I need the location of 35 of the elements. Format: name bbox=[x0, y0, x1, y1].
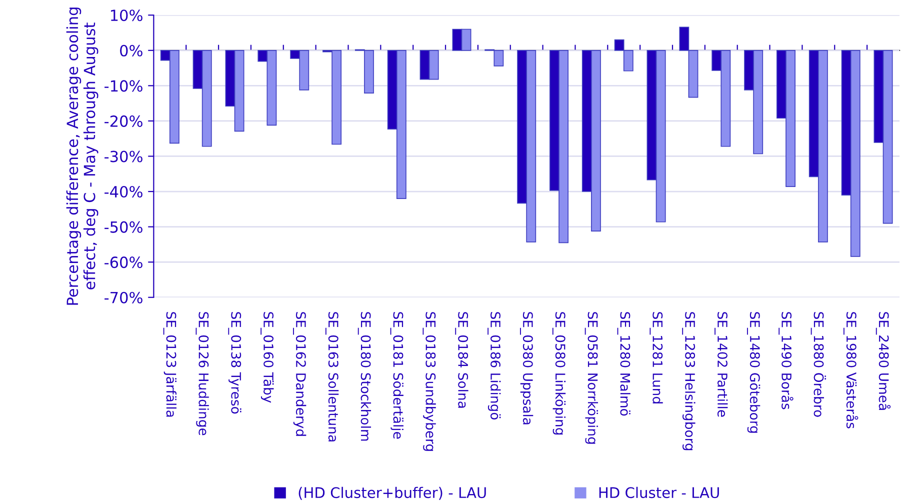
y-tick-label: -40% bbox=[104, 186, 142, 198]
y-tick-label: -70% bbox=[104, 292, 142, 304]
x-tick-label: SE_0163 Sollentuna bbox=[325, 312, 339, 442]
x-tick-label: SE_1880 Örebro bbox=[810, 312, 826, 417]
y-tick-label: -30% bbox=[104, 150, 142, 162]
x-tick-label: SE_0181 Södertälje bbox=[390, 312, 404, 439]
x-tick-label: SE_0180 Stockholm bbox=[358, 312, 372, 441]
x-tick-label: SE_1280 Malmö bbox=[617, 312, 630, 416]
y-tick-label: 10% bbox=[110, 10, 142, 22]
x-tick-label: SE_1283 Helsingborg bbox=[682, 312, 696, 450]
x-tick-label: SE_0380 Uppsala bbox=[520, 312, 534, 424]
y-axis-title: Percentage difference, Average cooling effect, deg C - May through August bbox=[66, 8, 98, 305]
y-tick-label: 0% bbox=[120, 44, 142, 56]
x-tick-label: SE_0138 Tyresö bbox=[228, 312, 242, 414]
x-tick-label: SE_0162 Danderyd bbox=[293, 312, 306, 436]
legend-label: HD Cluster - LAU bbox=[599, 486, 719, 498]
x-tick-label: SE_0126 Huddinge bbox=[196, 312, 209, 436]
x-tick-label: SE_0184 Solna bbox=[455, 312, 468, 408]
x-tick-label: SE_0123 Järfälla bbox=[163, 312, 176, 417]
x-tick-label: SE_0186 Lidingö bbox=[488, 312, 501, 420]
x-tick-label: SE_0160 Täby bbox=[260, 312, 274, 403]
x-tick-label: SE_0581 Norrköping bbox=[584, 312, 598, 444]
y-tick-label: -20% bbox=[104, 115, 142, 127]
x-tick-label: SE_1980 Västerås bbox=[843, 312, 858, 428]
x-tick-label: SE_2480 Umeå bbox=[876, 312, 891, 410]
x-tick-label: SE_1402 Partille bbox=[714, 312, 728, 417]
x-tick-label: SE_1281 Lund bbox=[650, 312, 663, 404]
x-tick-label: SE_0183 Sundbyberg bbox=[422, 312, 436, 451]
y-tick-label: -50% bbox=[104, 221, 142, 233]
x-tick-label: SE_0580 Linköping bbox=[552, 312, 566, 435]
x-tick-label: SE_1490 Borås bbox=[778, 312, 794, 410]
x-tick-label: SE_1480 Göteborg bbox=[746, 312, 760, 433]
y-tick-label: -10% bbox=[104, 80, 142, 92]
legend-label: (HD Cluster+buffer) - LAU bbox=[298, 486, 486, 500]
y-tick-label: -60% bbox=[104, 256, 142, 268]
